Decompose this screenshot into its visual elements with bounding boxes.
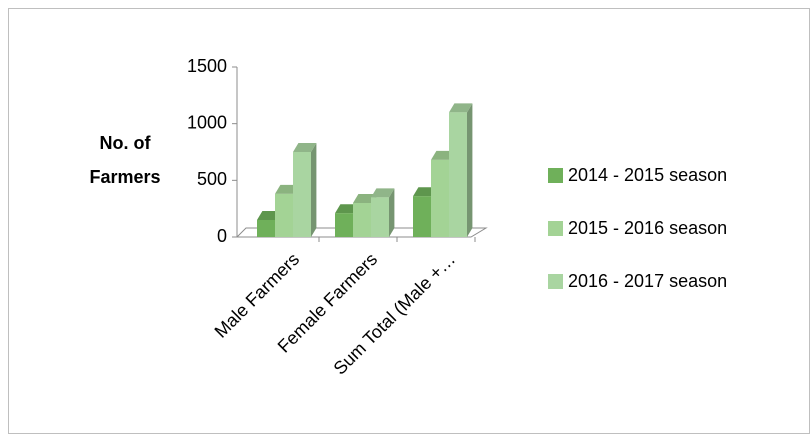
bar-top <box>413 187 437 197</box>
bar-top <box>275 184 299 194</box>
legend-label: 2016 - 2017 season <box>568 271 727 291</box>
bar <box>335 213 353 237</box>
legend-label: 2014 - 2015 season <box>568 165 727 185</box>
bar-top <box>431 150 455 160</box>
bar <box>257 220 275 237</box>
bar <box>293 152 311 237</box>
y-tick-label: 1500 <box>187 56 227 76</box>
chart-border <box>8 8 810 434</box>
bar <box>449 112 467 237</box>
bar-top <box>293 143 317 152</box>
legend-swatch <box>548 168 563 183</box>
bar <box>371 197 389 237</box>
legend-label: 2015 - 2016 season <box>568 218 727 238</box>
bar <box>413 196 431 237</box>
bar-top <box>371 188 395 198</box>
legend-swatch <box>548 274 563 289</box>
y-axis-title: No. of Farmers <box>89 133 161 187</box>
y-tick-label: 0 <box>217 226 227 246</box>
bar-top <box>257 211 281 220</box>
bar-top <box>449 103 473 113</box>
bar <box>353 203 371 237</box>
floor <box>235 227 488 238</box>
bar-side <box>389 188 395 237</box>
bar <box>431 159 449 237</box>
y-tick-label: 500 <box>197 169 227 189</box>
bar <box>275 193 293 237</box>
bar-top <box>353 194 377 203</box>
y-tick-label: 1000 <box>187 112 227 132</box>
bar-side <box>467 103 473 237</box>
legend-swatch <box>548 221 563 236</box>
bar-top <box>335 204 359 214</box>
bar-side <box>311 143 317 237</box>
